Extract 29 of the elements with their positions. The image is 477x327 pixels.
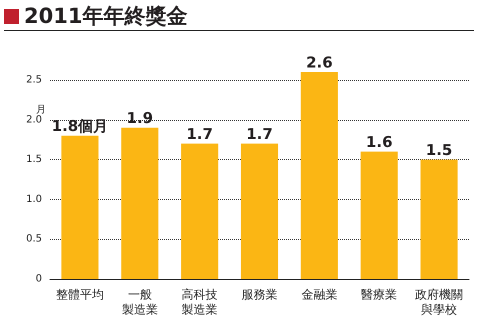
bar	[61, 136, 98, 279]
data-label: 1.6	[366, 133, 393, 152]
bar	[360, 152, 398, 279]
y-tick-label: 2.5	[26, 74, 42, 86]
x-tick-label: 醫療業	[361, 288, 398, 302]
bar	[240, 144, 278, 279]
x-tick-label: 服務業	[242, 288, 278, 302]
y-tick-label: 1.5	[26, 154, 42, 166]
y-tick-label: 1.0	[26, 194, 42, 205]
y-axis-title: 月	[36, 104, 46, 116]
x-tick-label: 金融業	[301, 288, 338, 302]
chart-title: 2011年年終獎金	[24, 3, 188, 30]
x-tick-label: 一般製造業	[122, 288, 158, 316]
bar	[420, 160, 458, 279]
x-tick-label: 政府機關與學校	[415, 288, 464, 316]
y-tick-label: 0	[36, 274, 42, 284]
bar	[300, 72, 338, 279]
y-tick-label: 2.0	[26, 114, 42, 126]
x-tick-label: 整體平均	[56, 288, 104, 302]
bar	[181, 144, 218, 279]
data-label: 1.7	[246, 125, 273, 144]
x-tick-label: 高科技製造業	[182, 288, 218, 316]
data-label: 1.5	[426, 141, 452, 160]
data-label: 2.6	[306, 54, 333, 72]
data-label: 1.7	[186, 125, 213, 144]
bar	[121, 128, 158, 279]
data-label: 1.8個月	[52, 117, 108, 136]
data-label: 1.9	[126, 109, 154, 128]
y-tick-label: 0.5	[26, 234, 42, 245]
